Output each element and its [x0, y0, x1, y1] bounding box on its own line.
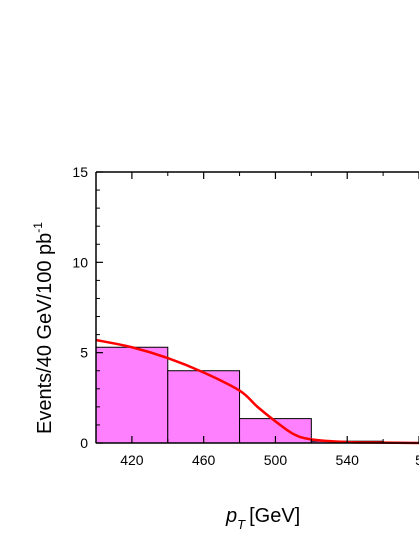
ticks: 420 460 500 540 5 0 5 10 15	[72, 164, 419, 468]
x-tick-label-4: 540	[336, 452, 360, 468]
x-axis-title: pT [GeV]	[225, 505, 300, 532]
x-tick-label-1: 420	[120, 452, 144, 468]
y-axis-title-sup: -1	[31, 222, 45, 233]
plot-area	[95, 338, 419, 445]
y-axis-title-main: Events/40 GeV/100 pb	[34, 233, 56, 434]
x-tick-label-5: 5	[415, 452, 419, 468]
axes	[95, 171, 419, 444]
y-tick-label-1: 0	[80, 435, 88, 451]
fit-curve	[95, 338, 419, 445]
y-tick-label-3: 10	[72, 254, 88, 270]
x-axis-title-main: p	[225, 505, 237, 527]
x-tick-label-2: 460	[192, 452, 216, 468]
y-axis-title: Events/40 GeV/100 pb-1	[31, 222, 56, 434]
x-axis-title-unit: [GeV]	[249, 505, 300, 527]
histogram-bar-2	[167, 370, 241, 444]
y-tick-label-4: 15	[72, 164, 88, 180]
x-axis-title-sub: T	[237, 517, 246, 532]
y-tick-label-2: 5	[80, 345, 88, 361]
histogram-bar-1	[95, 346, 169, 444]
x-tick-label-3: 500	[264, 452, 288, 468]
